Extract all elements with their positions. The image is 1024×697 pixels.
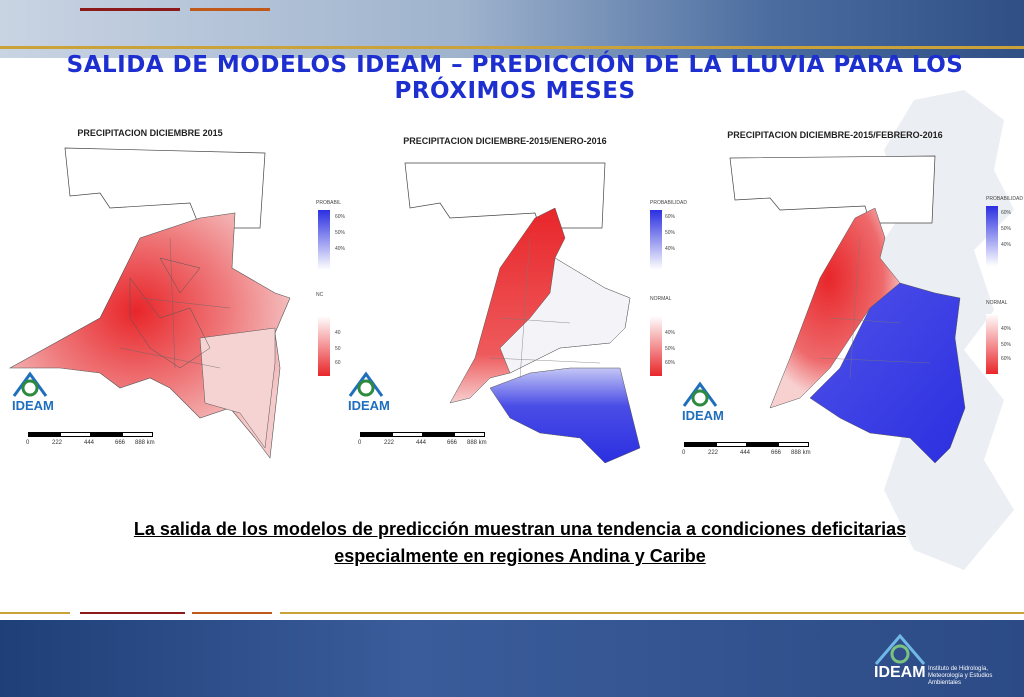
logo-text: IDEAM: [12, 398, 54, 413]
legend-blue-bar: [650, 210, 662, 270]
footer-band: [0, 620, 1024, 697]
header-accent-red: [80, 8, 180, 11]
ideam-logo: IDEAM: [680, 380, 736, 428]
legend-value: 60%: [665, 360, 676, 366]
logo-text: IDEAM: [682, 408, 724, 423]
legend-value: 50%: [665, 346, 676, 352]
legend-value: 50%: [665, 230, 676, 236]
legend-top-label: PROBABILIDAD: [650, 200, 687, 206]
colombia-map: [729, 155, 966, 464]
footer-logo-text: IDEAM: [874, 664, 926, 681]
ideam-swirl-icon: [682, 381, 718, 407]
legend-red-bar: [986, 314, 998, 374]
scale-tick: 888 km: [135, 440, 155, 446]
scale-bar: 0 222 444 666 888 km: [26, 432, 158, 452]
header-accent-orange: [190, 8, 270, 11]
ideam-swirl-icon: [874, 633, 926, 665]
scale-tick: 444: [84, 440, 95, 446]
legend-red-bar: [650, 316, 662, 376]
scale-bar: 0 222 444 666 888 km: [358, 432, 490, 452]
colombia-map: [404, 162, 641, 464]
legend-red-bar: [318, 316, 330, 376]
scale-tick: 888 km: [791, 450, 811, 456]
slide-title: SALIDA DE MODELOS IDEAM – PREDICCIÓN DE …: [66, 52, 964, 104]
scale-tick: 666: [115, 440, 126, 446]
scale-tick: 444: [740, 450, 751, 456]
scale-tick: 222: [708, 450, 719, 456]
legend-value: 60%: [335, 214, 346, 220]
scale-bar: 0 222 444 666 888 km: [682, 442, 814, 462]
caption-line-1: La salida de los modelos de predicción m…: [133, 519, 907, 539]
header-gold-line: [0, 46, 1024, 49]
legend-blue-bar: [318, 210, 330, 270]
legend-value: 60%: [1001, 210, 1012, 216]
legend-value: 50%: [1001, 342, 1012, 348]
legend-value: 40%: [335, 246, 346, 252]
footer-logo-subtitle: Instituto de Hidrología, Meteorología y …: [928, 666, 993, 686]
ideam-swirl-icon: [348, 371, 384, 397]
scale-tick: 444: [416, 440, 427, 446]
map-panel-1: PRECIPITACION DICIEMBRE 2015 PROBABIL 60…: [0, 118, 345, 468]
legend-bottom-label: NORMAL: [650, 296, 672, 302]
scale-tick: 222: [52, 440, 63, 446]
map-panel-3: PRECIPITACION DICIEMBRE-2015/FEBRERO-201…: [670, 118, 1023, 468]
legend-bottom-label: NORMAL: [986, 300, 1008, 306]
legend-top-label: PROBABIL: [316, 200, 342, 206]
map-title: PRECIPITACION DICIEMBRE-2015/ENERO-2016: [403, 136, 607, 146]
legend-top-label: PROBABILIDAD: [986, 196, 1023, 202]
slide-caption: La salida de los modelos de predicción m…: [60, 516, 980, 570]
legend-value: 40%: [1001, 326, 1012, 332]
ideam-swirl-icon: [12, 371, 48, 397]
legend-value: 50%: [335, 230, 346, 236]
legend-value: 40%: [665, 330, 676, 336]
legend-value: 40%: [1001, 242, 1012, 248]
legend-blue-bar: [986, 206, 998, 266]
caption-line-2: especialmente en regiones Andina y Carib…: [334, 546, 706, 566]
map-title: PRECIPITACION DICIEMBRE-2015/FEBRERO-201…: [727, 130, 943, 140]
scale-tick: 0: [682, 450, 686, 456]
legend-value: 60: [335, 360, 341, 366]
scale-tick: 888 km: [467, 440, 487, 446]
legend-value: 60%: [1001, 356, 1012, 362]
legend-value: 50: [335, 346, 341, 352]
ideam-logo: IDEAM: [10, 370, 66, 418]
legend-value: 40: [335, 330, 341, 336]
map-title: PRECIPITACION DICIEMBRE 2015: [77, 128, 223, 138]
logo-text: IDEAM: [348, 398, 390, 413]
scale-tick: 222: [384, 440, 395, 446]
scale-tick: 666: [447, 440, 458, 446]
legend-bottom-label: NC: [316, 292, 324, 298]
legend-value: 50%: [1001, 226, 1012, 232]
footer-ideam-logo: IDEAM Instituto de Hidrología, Meteorolo…: [870, 632, 1020, 692]
colombia-map: [8, 147, 291, 459]
scale-tick: 0: [26, 440, 30, 446]
scale-tick: 0: [358, 440, 362, 446]
map-panel-2: PRECIPITACION DICIEMBRE-2015/ENERO-2016 …: [340, 118, 687, 468]
legend-value: 60%: [665, 214, 676, 220]
ideam-logo: IDEAM: [346, 370, 402, 418]
scale-tick: 666: [771, 450, 782, 456]
legend-value: 40%: [665, 246, 676, 252]
footer-accent-lines: [0, 612, 1024, 614]
